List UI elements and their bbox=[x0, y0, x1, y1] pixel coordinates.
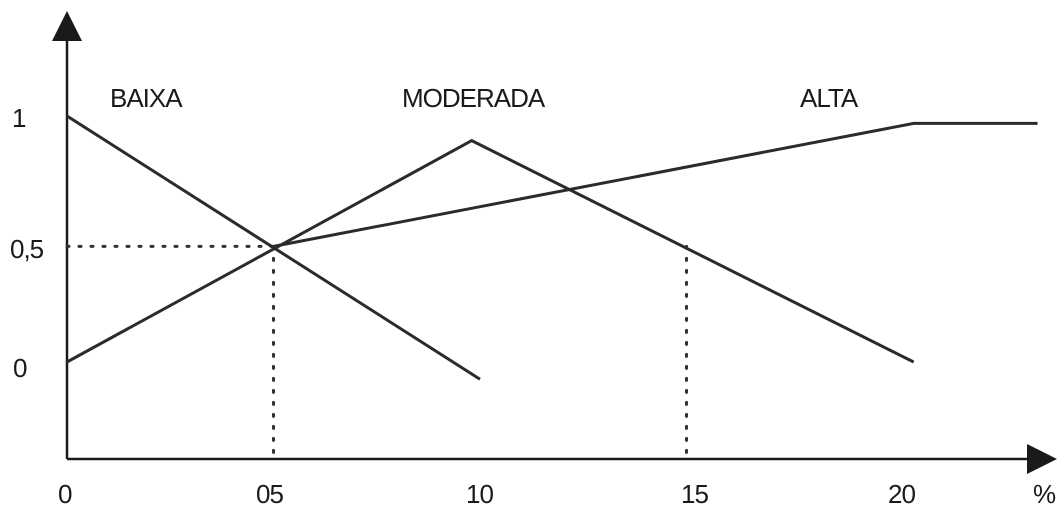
y-tick-label-1: 1 bbox=[12, 103, 26, 133]
x-tick-label-15: 15 bbox=[681, 479, 708, 509]
y-tick-label-0: 0 bbox=[13, 353, 27, 383]
x-tick-label-10: 10 bbox=[466, 479, 493, 509]
series-label-baixa: BAIXA bbox=[110, 83, 183, 113]
reference-lines bbox=[65, 244, 688, 461]
x-unit-label: % bbox=[1033, 479, 1056, 509]
series-label-moderada: MODERADA bbox=[402, 83, 546, 113]
series-group bbox=[66, 114, 1038, 381]
series-line-alta bbox=[273, 121, 1038, 248]
y-tick-label-0-5: 0,5 bbox=[10, 234, 44, 264]
x-tick-label-20: 20 bbox=[888, 479, 915, 509]
series-label-alta: ALTA bbox=[800, 83, 859, 113]
series-line-moderada bbox=[66, 138, 915, 364]
x-tick-label-0: 0 bbox=[58, 479, 72, 509]
x-tick-label-05: 05 bbox=[256, 479, 283, 509]
